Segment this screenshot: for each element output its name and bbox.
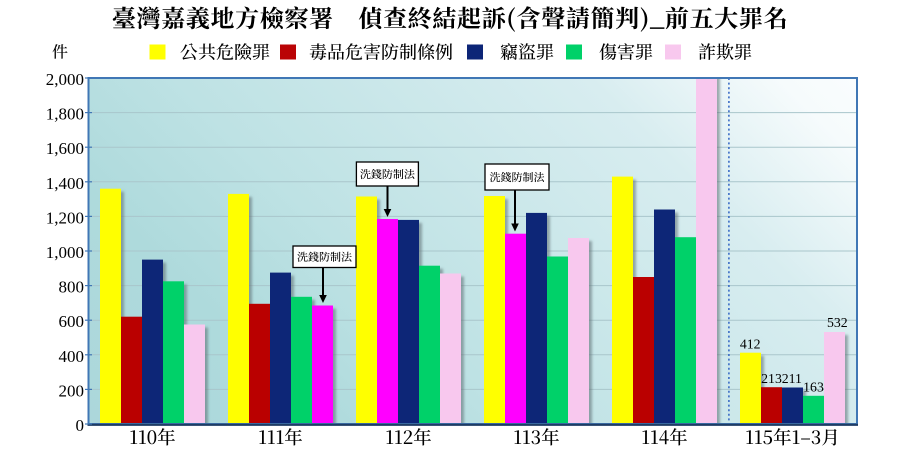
svg-text:211: 211: [782, 371, 802, 386]
svg-text:1,200: 1,200: [46, 208, 84, 227]
svg-text:163: 163: [803, 379, 824, 394]
svg-text:0: 0: [76, 416, 85, 435]
svg-text:1,600: 1,600: [46, 139, 84, 158]
svg-text:600: 600: [59, 312, 85, 331]
svg-text:1,800: 1,800: [46, 105, 84, 124]
svg-text:532: 532: [827, 315, 848, 330]
svg-text:1,000: 1,000: [46, 243, 84, 262]
svg-text:412: 412: [740, 337, 761, 352]
svg-text:213: 213: [761, 371, 782, 386]
svg-text:200: 200: [59, 381, 85, 400]
svg-text:2,000: 2,000: [46, 70, 84, 89]
svg-text:1,400: 1,400: [46, 174, 84, 193]
svg-text:800: 800: [59, 278, 85, 297]
svg-text:400: 400: [59, 347, 85, 366]
